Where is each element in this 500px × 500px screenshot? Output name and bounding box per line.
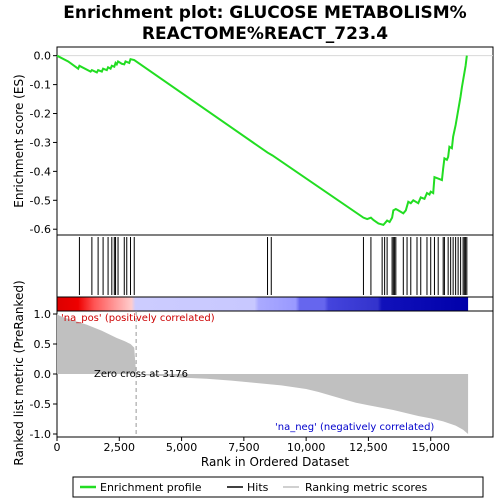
hits-panel (56, 234, 494, 298)
metric-y-tick-label: 0.0 (34, 368, 52, 381)
ranking-heatmap (57, 297, 469, 311)
x-tick-label: 15,000 (411, 441, 450, 454)
legend-hits-label: Hits (247, 481, 269, 494)
ranking-metric-area (57, 314, 469, 434)
legend-profile-label: Enrichment profile (100, 481, 202, 494)
x-axis: 0 2,500 5,000 7,500 10,000 12,500 15,000 (54, 437, 450, 454)
legend: Enrichment profile Hits Ranking metric s… (72, 476, 484, 498)
x-tick-label: 10,000 (287, 441, 326, 454)
legend-box (72, 476, 484, 498)
metric-y-tick-label: 0.5 (34, 338, 52, 351)
x-tick-label: 7,500 (228, 441, 260, 454)
es-y-tick-label: -0.2 (30, 108, 51, 121)
x-axis-label: Rank in Ordered Dataset (201, 455, 349, 469)
hit-markers (78, 237, 468, 295)
es-panel (56, 46, 494, 236)
metric-y-tick-label: -0.5 (30, 398, 51, 411)
metric-y-tick-label: -1.0 (30, 428, 51, 441)
x-tick-label: 0 (54, 441, 61, 454)
es-y-tick-label: -0.4 (30, 165, 51, 178)
x-tick-label: 5,000 (166, 441, 198, 454)
enrichment-profile-line (56, 54, 468, 227)
chart-title-line1: Enrichment plot: GLUCOSE METABOLISM% (63, 3, 466, 23)
es-y-tick-label: 0.0 (34, 50, 52, 63)
legend-metric-label: Ranking metric scores (305, 481, 427, 494)
ranking-metric-fill (57, 314, 469, 434)
es-y-tick-label: -0.1 (30, 79, 51, 92)
enrichment-profile (56, 54, 468, 227)
x-tick-label: 12,500 (349, 441, 388, 454)
es-y-tick-label: -0.6 (30, 223, 51, 236)
metric-y-axis-label: Ranked list metric (PreRanked) (12, 280, 26, 465)
zero-cross-label: Zero cross at 3176 (94, 369, 188, 380)
neg-correlated-label: 'na_neg' (negatively correlated) (275, 422, 434, 433)
pos-correlated-label: 'na_pos' (positively correlated) (61, 313, 215, 324)
metric-y-tick-label: 1.0 (34, 308, 52, 321)
es-y-axis: 0.0 -0.1 -0.2 -0.3 -0.4 -0.5 -0.6 (30, 50, 57, 236)
es-y-axis-label: Enrichment score (ES) (12, 74, 26, 207)
es-y-tick-label: -0.3 (30, 136, 51, 149)
es-y-tick-label: -0.5 (30, 194, 51, 207)
chart-title-line2: REACTOME%REACT_723.4 (142, 24, 388, 44)
x-tick-label: 2,500 (104, 441, 136, 454)
metric-y-axis: 1.0 0.5 0.0 -0.5 -1.0 (30, 308, 57, 441)
